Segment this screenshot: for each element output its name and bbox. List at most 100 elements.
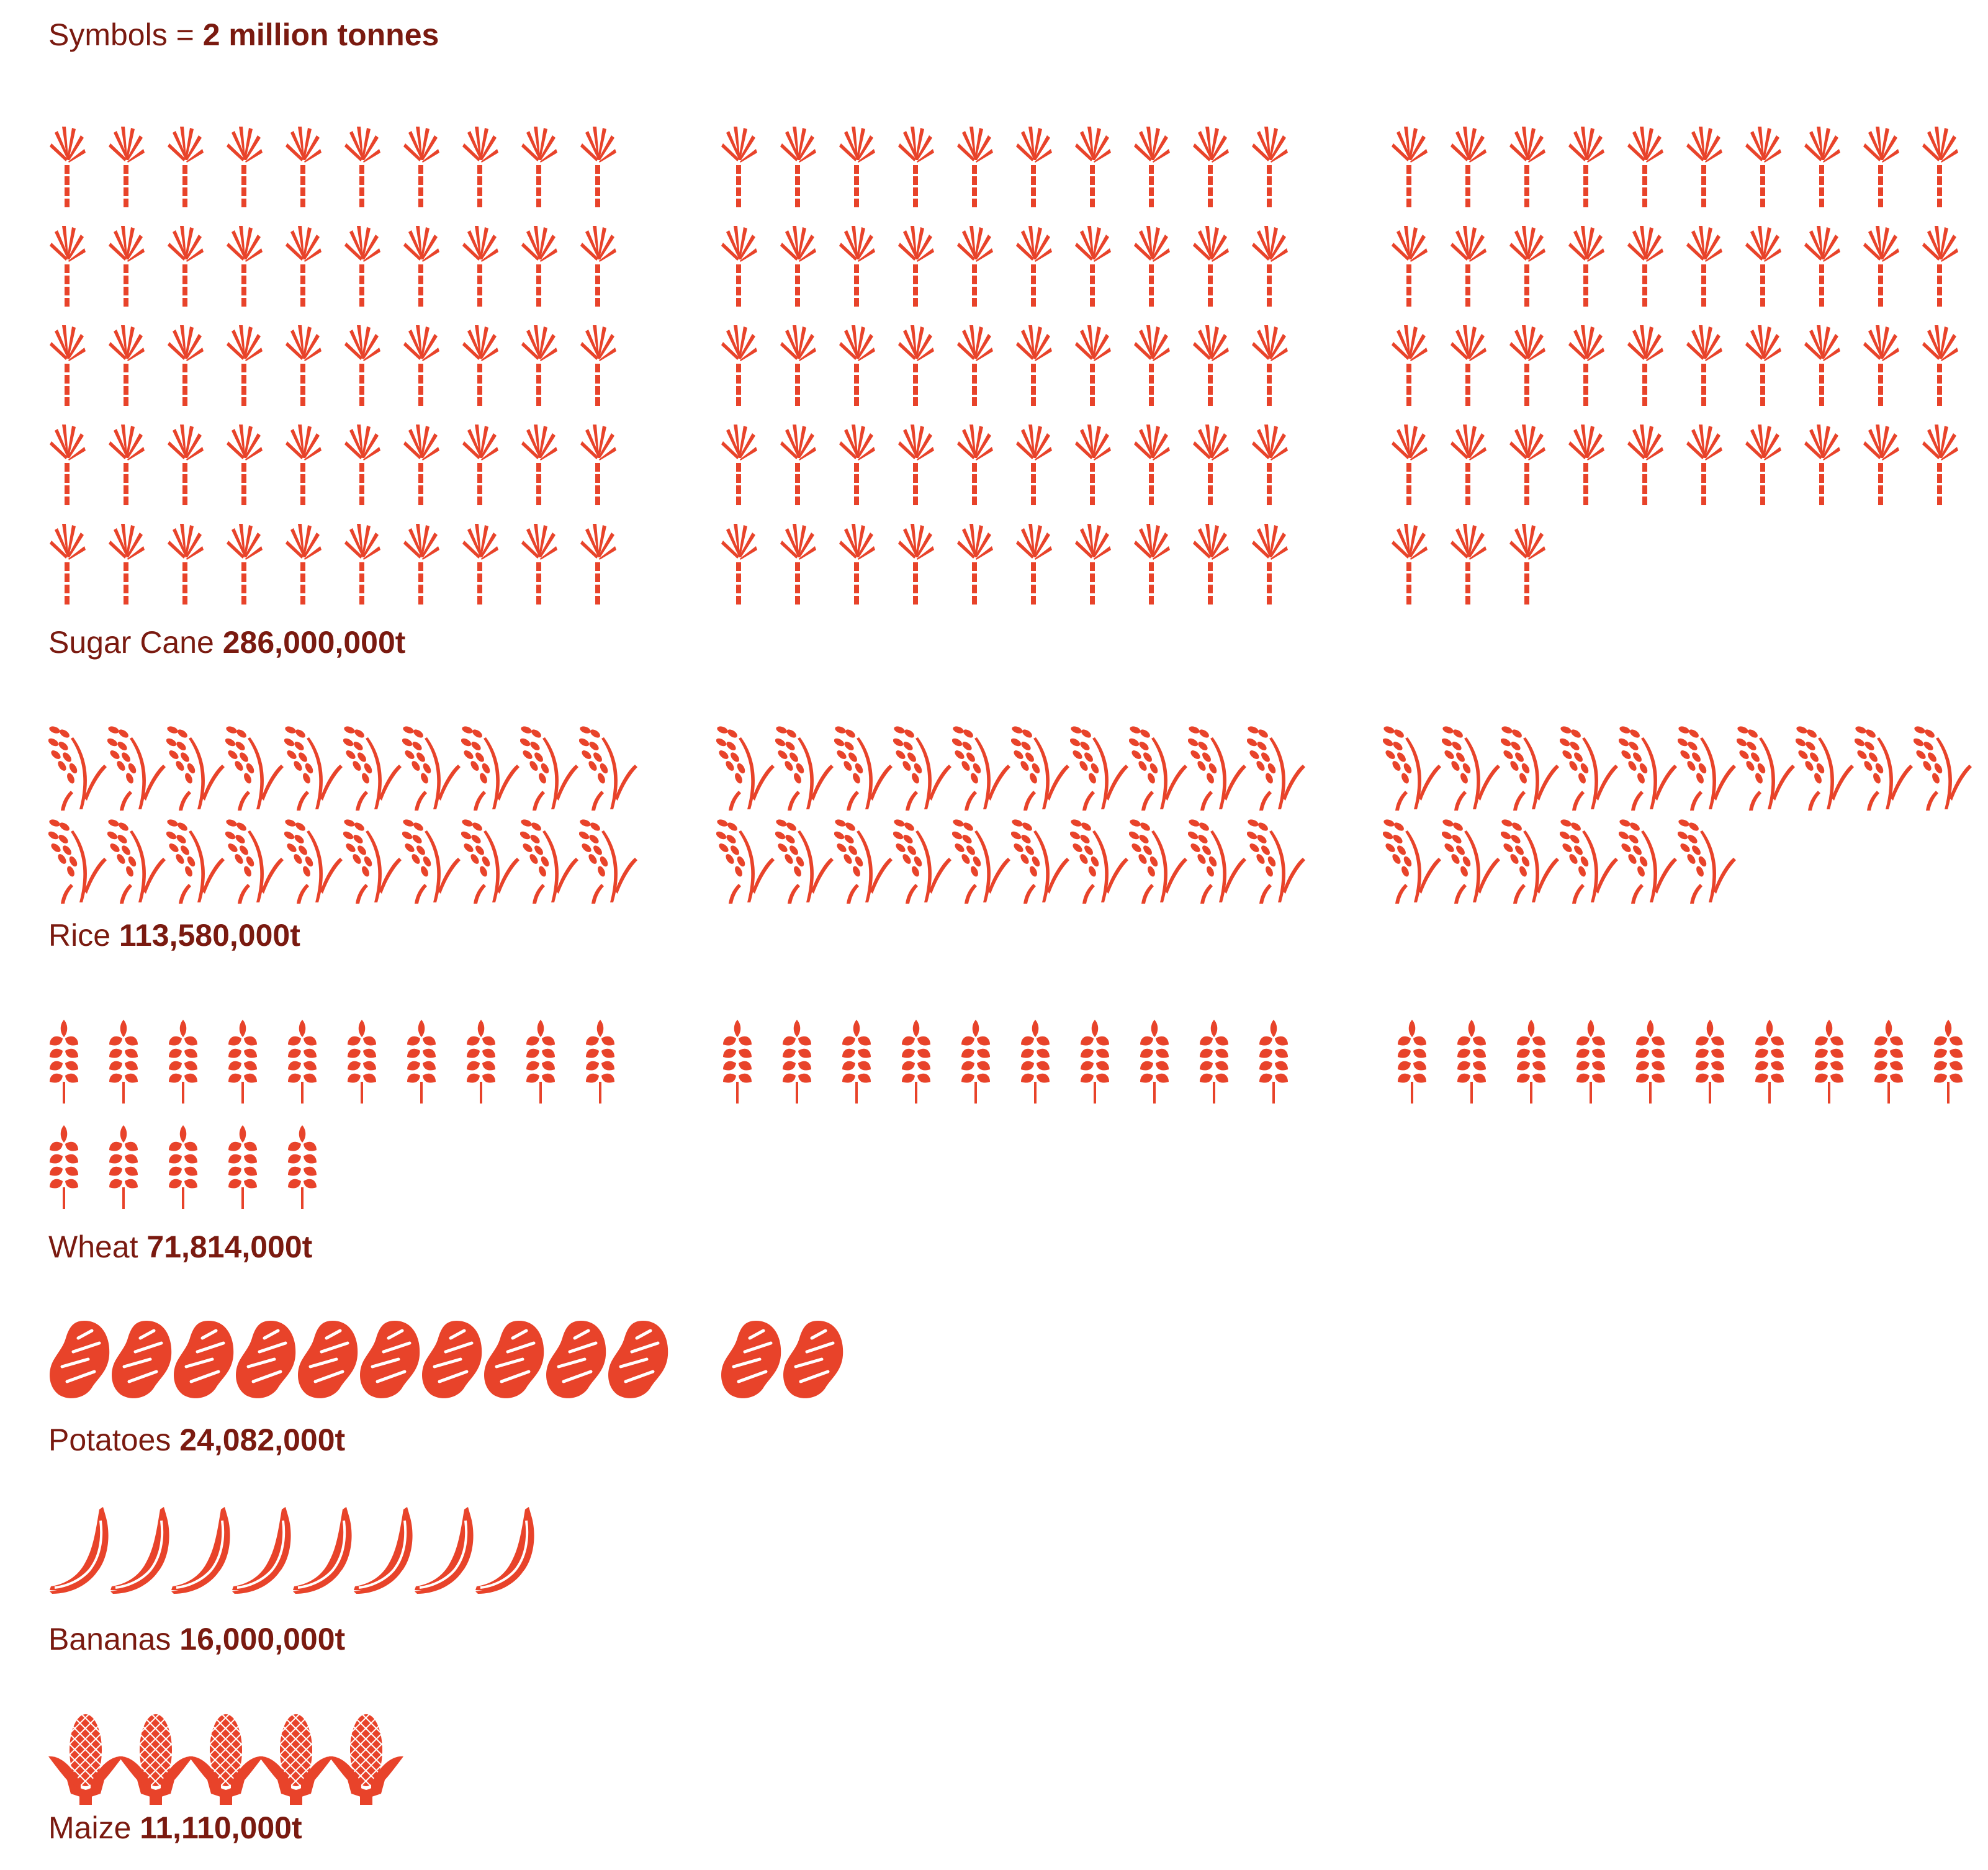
rice-symbol [775, 818, 834, 904]
sugar-cane-icon [1392, 127, 1428, 207]
wheat-symbol [1398, 1020, 1426, 1104]
sugar-cane-symbol [839, 524, 875, 605]
sugar-cane-symbol [1509, 524, 1545, 605]
rice-icon [1737, 818, 1784, 904]
sugar-cane-icon [957, 524, 993, 605]
potatoes-symbol [360, 1321, 420, 1398]
rice-symbol [1188, 818, 1246, 904]
maize-icon [48, 1714, 123, 1805]
sugar-cane-symbol [521, 325, 557, 406]
sugar-cane-symbol [721, 127, 757, 207]
rice-symbol [893, 725, 951, 811]
rice-symbol [775, 725, 834, 811]
sugar-cane-icon [780, 226, 816, 307]
sugar-cane-icon [1134, 226, 1170, 307]
rice-symbol [1737, 818, 1784, 904]
wheat-icon [1576, 1020, 1605, 1104]
sugar-cane-icon [1075, 127, 1111, 207]
sugar-cane-symbol [168, 325, 204, 406]
wheat-symbol [228, 1125, 257, 1209]
wheat-symbol [961, 1020, 990, 1104]
wheat-symbol [109, 1125, 138, 1209]
rice-icon [834, 818, 893, 904]
sugar-cane-icon [403, 524, 439, 605]
sugar-cane-symbol [1134, 325, 1170, 406]
potatoes-symbol [298, 1321, 358, 1398]
sugar-cane-icon [1686, 226, 1722, 307]
sugar-cane-symbol [721, 524, 757, 605]
rice-symbol [225, 818, 284, 904]
rice-symbol [343, 725, 402, 811]
bananas-symbol [109, 1507, 171, 1594]
potatoes-symbol [112, 1321, 171, 1398]
sugar-cane-symbol [1134, 425, 1170, 505]
rice-symbol [461, 725, 519, 811]
maize-symbol [48, 1714, 123, 1805]
maize-icon [329, 1714, 403, 1805]
sugar-cane-symbol [1252, 524, 1288, 605]
rice-symbol [1129, 818, 1187, 904]
potatoes-name: Potatoes [48, 1423, 179, 1457]
sugar-cane-symbol [1568, 127, 1604, 207]
potato-icon [484, 1321, 544, 1398]
sugar-cane-icon [1451, 226, 1487, 307]
rice-symbol [1619, 818, 1677, 904]
wheat-icon [1259, 1020, 1288, 1104]
rice-symbol [834, 725, 893, 811]
rice-symbol [1383, 818, 1441, 904]
rice-icon [834, 725, 893, 811]
sugar-cane-icon [1252, 524, 1288, 605]
sugar-cane-icon [344, 524, 380, 605]
wheat-icon [1140, 1020, 1169, 1104]
sugar-cane-icon [521, 425, 557, 505]
rice-symbol [579, 725, 637, 811]
sugar-cane-icon [1627, 127, 1663, 207]
sugar-cane-icon [580, 226, 616, 307]
sugar-cane-symbol [839, 127, 875, 207]
rice-symbol [952, 818, 1010, 904]
wheat-symbol [1815, 1020, 1843, 1104]
sugar-cane-icon [403, 425, 439, 505]
sugar-cane-symbol [1016, 524, 1052, 605]
bananas-symbol [413, 1507, 475, 1594]
sugar-cane-icon [1686, 127, 1722, 207]
sugar-cane-symbol [227, 425, 263, 505]
rice-icon [1619, 818, 1677, 904]
wheat-symbol [1576, 1020, 1605, 1104]
wheat-icon [1517, 1020, 1545, 1104]
sugar-cane-icon [521, 127, 557, 207]
sugar-cane-icon [168, 524, 204, 605]
potato-icon [546, 1321, 606, 1398]
potatoes-symbol [236, 1321, 295, 1398]
sugar-cane-icon [1252, 325, 1288, 406]
sugar-cane-symbol [168, 226, 204, 307]
sugar-cane-symbol [1075, 127, 1111, 207]
sugar-cane-icon [1686, 325, 1722, 406]
wheat-icon [526, 1020, 555, 1104]
sugar-cane-symbol [580, 524, 616, 605]
potatoes-symbol [845, 1321, 905, 1398]
sugar-cane-symbol [521, 425, 557, 505]
rice-icon [952, 818, 1010, 904]
rice-icon [1247, 725, 1305, 811]
potato-icon [174, 1321, 233, 1398]
sugar-cane-symbol [898, 226, 934, 307]
sugar-cane-symbol [1016, 325, 1052, 406]
sugar-cane-symbol [1922, 325, 1958, 406]
potatoes-symbol [484, 1321, 544, 1398]
rice-icon [1011, 818, 1069, 904]
banana-icon [292, 1507, 353, 1594]
sugar-cane-icon [839, 226, 875, 307]
maize-icon [259, 1714, 333, 1805]
sugar-cane-icon [839, 524, 875, 605]
rice-symbol [1560, 725, 1618, 811]
rice-symbol [166, 818, 225, 904]
sugar-cane-icon [1134, 127, 1170, 207]
sugar-cane-icon [462, 425, 498, 505]
wheat-symbol [348, 1020, 376, 1104]
rice-symbol [1796, 725, 1854, 811]
potato-icon [112, 1321, 171, 1398]
banana-icon [170, 1507, 232, 1594]
sugar-cane-symbol [1134, 524, 1170, 605]
sugar-cane-symbol [1193, 127, 1229, 207]
